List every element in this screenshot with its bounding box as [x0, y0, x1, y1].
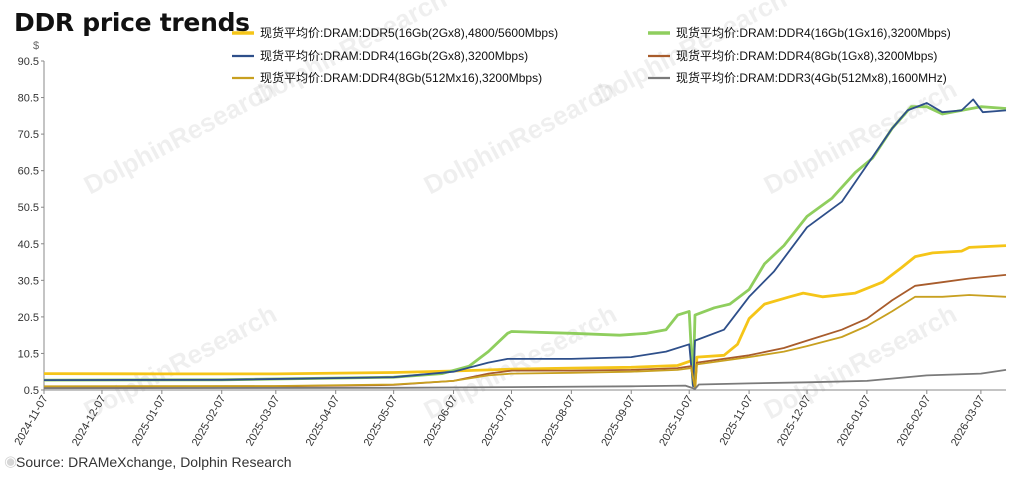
- y-tick-label: 30.5: [18, 275, 39, 287]
- legend-label: 现货平均价:DRAM:DDR4(8Gb(512Mx16),3200Mbps): [260, 70, 542, 85]
- y-tick-label: 60.5: [18, 166, 39, 178]
- series-line: [43, 244, 1007, 388]
- watermark-text: DolphinResearch: [79, 73, 282, 200]
- x-tick-label: 2025-08-07: [539, 394, 578, 449]
- x-tick-label: 2025-07-07: [480, 394, 519, 449]
- x-tick-label: 2024-11-07: [12, 394, 50, 448]
- series-line: [43, 98, 1007, 388]
- y-tick-label: 10.5: [18, 348, 39, 360]
- legend-label: 现货平均价:DRAM:DDR5(16Gb(2Gx8),4800/5600Mbps…: [260, 25, 558, 40]
- x-tick-label: 2025-11-07: [718, 394, 756, 448]
- y-tick-label: 80.5: [18, 93, 39, 105]
- chart-title: DDR price trends: [14, 8, 250, 37]
- y-tick-label: 40.5: [18, 239, 39, 251]
- watermark-text: DolphinResearch: [419, 73, 622, 200]
- x-tick-label: 2025-02-07: [190, 394, 229, 449]
- x-tick-label: 2026-01-07: [835, 394, 874, 449]
- watermark-text: DolphinResearch: [79, 298, 282, 425]
- legend-label: 现货平均价:DRAM:DDR4(8Gb(1Gx8),3200Mbps): [676, 48, 937, 63]
- y-axis-unit: $: [33, 40, 40, 52]
- legend-label: 现货平均价:DRAM:DDR4(16Gb(2Gx8),3200Mbps): [260, 48, 528, 63]
- x-tick-label: 2025-04-07: [304, 394, 343, 449]
- y-tick-label: 20.5: [18, 312, 39, 324]
- x-tick-label: 2026-02-07: [895, 394, 934, 449]
- watermark-text: DolphinResearch: [759, 73, 962, 200]
- x-tick-label: 2025-09-07: [599, 394, 638, 449]
- x-tick-label: 2025-05-07: [362, 394, 401, 449]
- corner-watermark-logo: ◉: [4, 453, 18, 470]
- legend-label: 现货平均价:DRAM:DDR4(16Gb(1Gx16),3200Mbps): [676, 25, 951, 40]
- x-tick-label: 2026-03-07: [949, 394, 988, 449]
- source-note: Source: DRAMeXchange, Dolphin Research: [16, 454, 292, 470]
- y-tick-label: 50.5: [18, 202, 39, 214]
- x-tick-label: 2025-10-07: [657, 394, 696, 449]
- x-tick-label: 2025-03-07: [244, 394, 283, 449]
- series-line: [43, 369, 1007, 390]
- y-tick-label: 70.5: [18, 129, 39, 141]
- series-line: [43, 294, 1007, 390]
- legend-label: 现货平均价:DRAM:DDR3(4Gb(512Mx8),1600MHz): [676, 70, 947, 85]
- y-tick-label: 0.5: [24, 385, 39, 397]
- y-tick-label: 90.5: [18, 56, 39, 68]
